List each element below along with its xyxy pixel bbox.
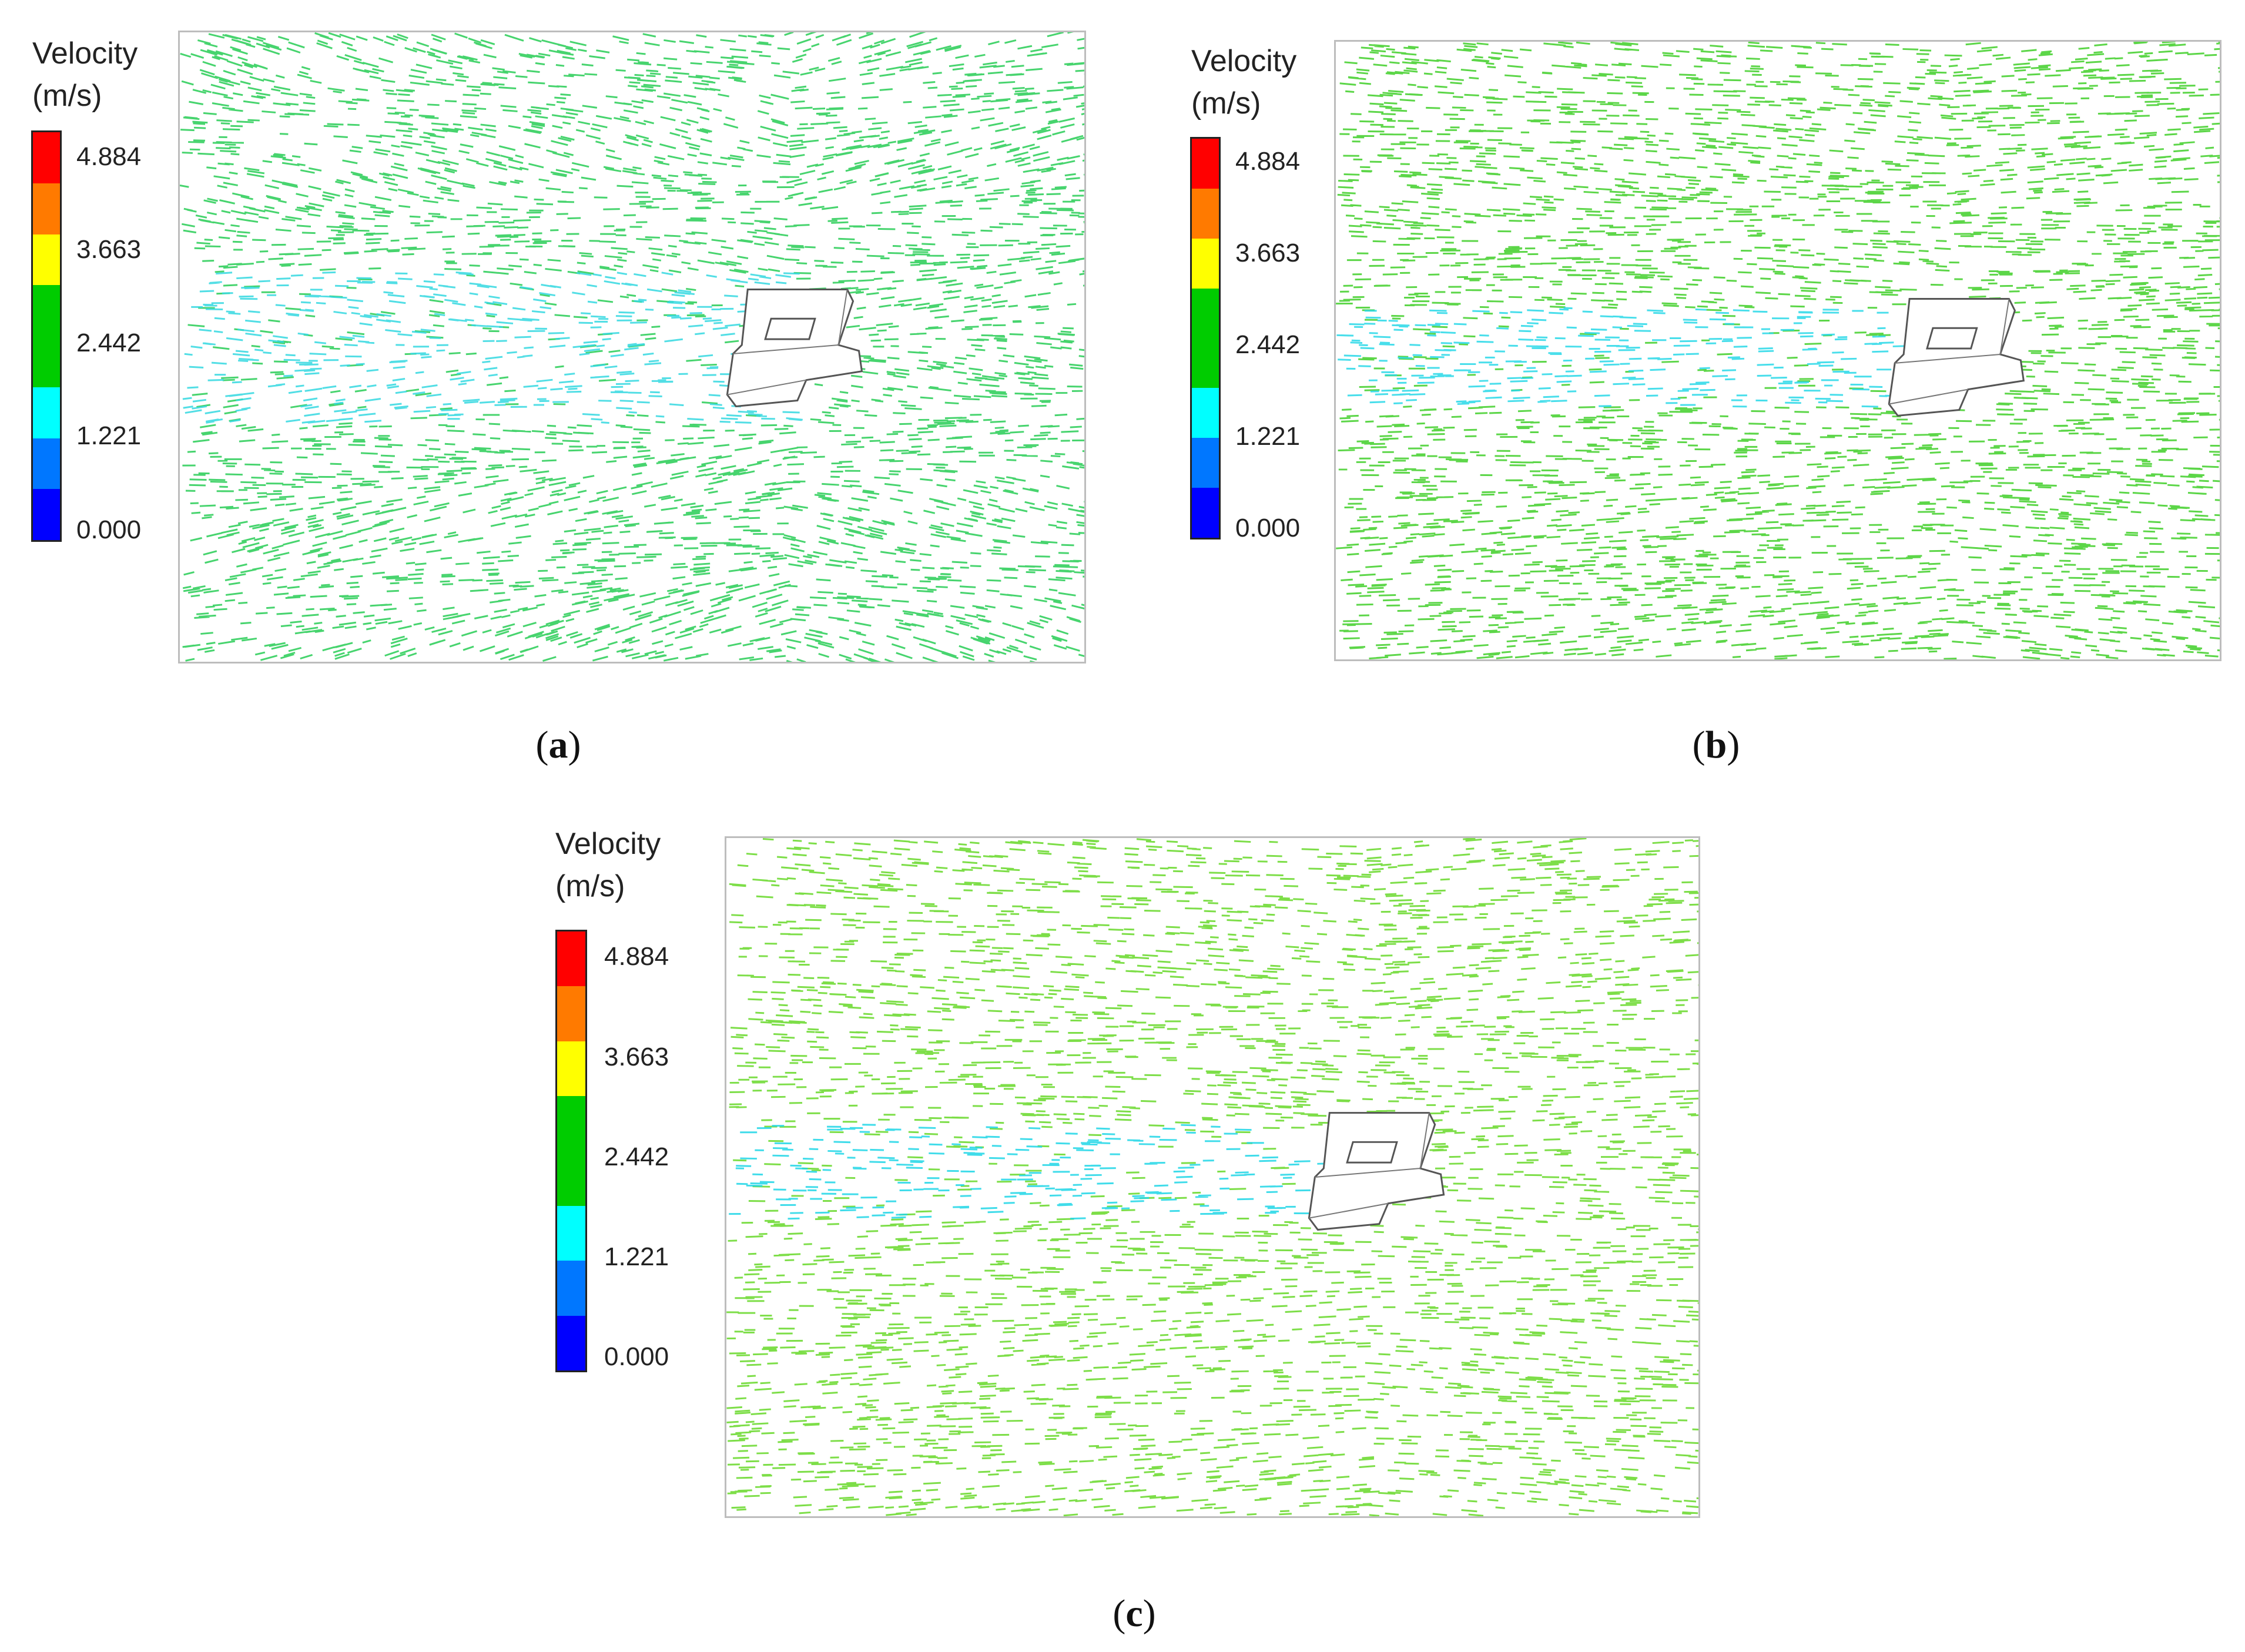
colorbar-b	[1190, 137, 1221, 540]
tick-label-2442: 2.442	[604, 1142, 669, 1171]
colorbar-band	[1192, 139, 1219, 189]
colorbar-band	[33, 387, 60, 438]
legend-title-b: Velocity (m/s)	[1191, 40, 1296, 125]
legend-title-line1: Velocity	[555, 827, 661, 861]
freestream-arrows	[1336, 42, 2220, 659]
legend-title-c: Velocity (m/s)	[555, 823, 661, 907]
tick-label-0000: 0.000	[76, 515, 142, 544]
wake-arrows	[182, 271, 822, 424]
vector-arrows	[180, 32, 1084, 662]
caption-c: (c)	[1113, 1592, 1156, 1635]
tick-label-1221: 1.221	[1235, 422, 1301, 451]
colorbar-band	[33, 285, 60, 336]
colorbar-band	[1192, 488, 1219, 538]
colorbar-band	[557, 1205, 585, 1261]
colorbar-band	[1192, 438, 1219, 488]
tick-label-2442: 2.442	[1235, 330, 1301, 359]
vector-arrows	[726, 838, 1698, 1516]
freestream-arrows	[180, 32, 1084, 662]
structure-outline	[726, 289, 863, 407]
legend-title-line1: Velocity	[1191, 44, 1297, 78]
colorbar-band	[33, 183, 60, 234]
legend-title-a: Velocity (m/s)	[32, 32, 138, 117]
velocity-field-c	[725, 836, 1700, 1518]
colorbar-band	[1192, 388, 1219, 438]
velocity-field-b	[1334, 40, 2221, 661]
legend-title-line2: (m/s)	[32, 79, 102, 113]
colorbar-band	[557, 986, 585, 1041]
colorbar-band	[1192, 188, 1219, 239]
legend-title-line2: (m/s)	[1191, 86, 1261, 120]
vector-field-svg-b	[1336, 42, 2220, 659]
colorbar-band	[1192, 238, 1219, 289]
colorbar-band	[1192, 288, 1219, 339]
colorbar-band	[557, 1096, 585, 1151]
colorbar-c	[555, 930, 587, 1372]
caption-a: (a)	[535, 723, 581, 766]
velocity-field-a	[178, 31, 1086, 664]
legend-title-line2: (m/s)	[555, 869, 625, 903]
wake-arrows	[729, 1124, 1391, 1220]
colorbar-band	[33, 234, 60, 286]
vector-field-svg-a	[180, 32, 1084, 662]
tick-label-0000: 0.000	[1235, 514, 1301, 542]
structure-outline	[1888, 298, 2025, 417]
tick-label-1221: 1.221	[604, 1242, 669, 1271]
vector-field-svg-c	[726, 838, 1698, 1516]
colorbar-band	[557, 931, 585, 987]
colorbar-band	[557, 1151, 585, 1206]
tick-label-2442: 2.442	[76, 329, 142, 357]
tick-label-1221: 1.221	[76, 421, 142, 450]
legend-title-line1: Velocity	[32, 36, 138, 71]
colorbar-band	[557, 1041, 585, 1097]
colorbar-band	[33, 438, 60, 490]
tick-label-4884: 4.884	[604, 942, 669, 971]
vector-arrows	[1336, 42, 2220, 659]
colorbar-band	[1192, 338, 1219, 388]
colorbar-a	[31, 130, 62, 542]
colorbar-band	[33, 336, 60, 387]
tick-label-0000: 0.000	[604, 1342, 669, 1371]
colorbar-band	[557, 1261, 585, 1316]
colorbar-band	[557, 1315, 585, 1370]
structure-outline	[1308, 1112, 1445, 1231]
tick-label-3663: 3.663	[1235, 239, 1301, 267]
freestream-arrows	[726, 838, 1698, 1516]
tick-label-3663: 3.663	[604, 1043, 669, 1071]
colorbar-band	[33, 132, 60, 183]
tick-label-3663: 3.663	[76, 235, 142, 264]
tick-label-4884: 4.884	[76, 142, 142, 171]
wake-arrows	[1336, 307, 1976, 408]
colorbar-band	[33, 489, 60, 540]
tick-label-4884: 4.884	[1235, 147, 1301, 176]
caption-b: (b)	[1692, 723, 1740, 766]
